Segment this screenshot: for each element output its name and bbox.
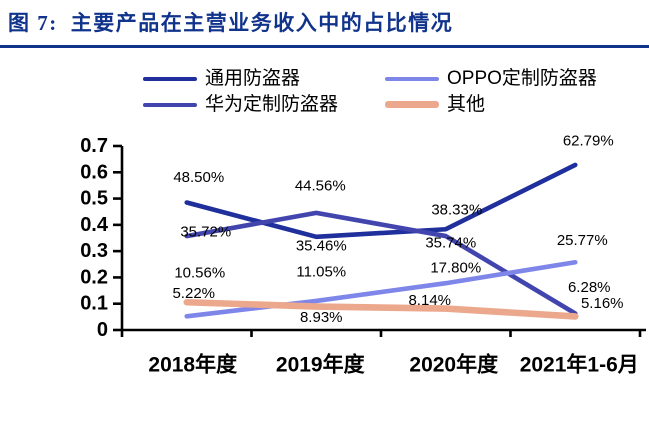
data-label-other: 8.93% [300, 309, 343, 326]
data-label-other: 5.16% [581, 295, 624, 312]
legend-line-swatch [385, 101, 439, 108]
data-label-general: 38.33% [431, 202, 482, 219]
y-tick-label: 0 [97, 319, 108, 341]
data-label-oppo: 5.22% [172, 285, 215, 302]
figure-header: 图 7: 主要产品在主营业务收入中的占比情况 [0, 0, 649, 48]
data-label-huawei: 6.28% [568, 279, 611, 296]
legend-label: 华为定制防盗器 [205, 94, 339, 115]
legend-line-swatch [143, 102, 197, 107]
x-category-label: 2019年度 [276, 353, 365, 377]
data-label-huawei: 44.56% [295, 177, 346, 194]
data-label-oppo: 25.77% [557, 232, 608, 249]
data-label-oppo: 11.05% [296, 263, 346, 280]
data-label-oppo: 17.80% [430, 260, 481, 277]
x-category-label: 2018年度 [148, 353, 237, 377]
figure-title-prefix: 图 7: [8, 11, 58, 35]
legend-item-huawei: 华为定制防盗器 [143, 92, 385, 117]
y-tick-label: 0.5 [80, 188, 108, 210]
figure-title-text: 主要产品在主营业务收入中的占比情况 [70, 11, 454, 35]
legend-item-other: 其他 [385, 92, 597, 117]
legend-label: 通用防盗器 [205, 68, 301, 89]
legend-line-swatch [143, 76, 197, 81]
chart-legend: 通用防盗器 OPPO定制防盗器华为定制防盗器 其他 [143, 66, 597, 117]
figure-title: 图 7: 主要产品在主营业务收入中的占比情况 [8, 7, 641, 37]
legend-label: 其他 [447, 94, 486, 115]
y-tick-label: 0.1 [80, 293, 108, 315]
y-tick-label: 0.7 [80, 135, 108, 157]
series-line-oppo [184, 259, 578, 319]
x-category-label: 2021年1-6月 [520, 353, 639, 377]
data-label-huawei: 35.74% [425, 235, 476, 252]
data-label-general: 62.79% [563, 132, 614, 149]
legend-item-oppo: OPPO定制防盗器 [385, 66, 597, 91]
x-category-label: 2020年度 [409, 353, 498, 377]
chart-svg: 0 0.1 0.2 0.3 0.4 0.5 0.6 0.7 2018年度 2019年度 2020年度… [80, 132, 646, 377]
series-line-other [183, 298, 579, 320]
legend-item-general: 通用防盗器 [143, 66, 385, 91]
data-label-other: 10.56% [174, 265, 225, 282]
data-label-general: 48.50% [173, 169, 224, 186]
data-label-general: 35.46% [296, 237, 347, 254]
series-line-huawei [184, 210, 578, 316]
series-line-general [184, 162, 578, 240]
y-tick-label: 0.4 [80, 214, 109, 236]
data-label-huawei: 35.72% [180, 224, 231, 241]
y-tick-label: 0.3 [80, 240, 108, 262]
legend-line-swatch [385, 76, 439, 81]
y-tick-label: 0.6 [80, 161, 108, 183]
y-tick-label: 0.2 [80, 266, 108, 288]
legend-label: OPPO定制防盗器 [447, 68, 597, 89]
data-label-other: 8.14% [408, 292, 451, 309]
